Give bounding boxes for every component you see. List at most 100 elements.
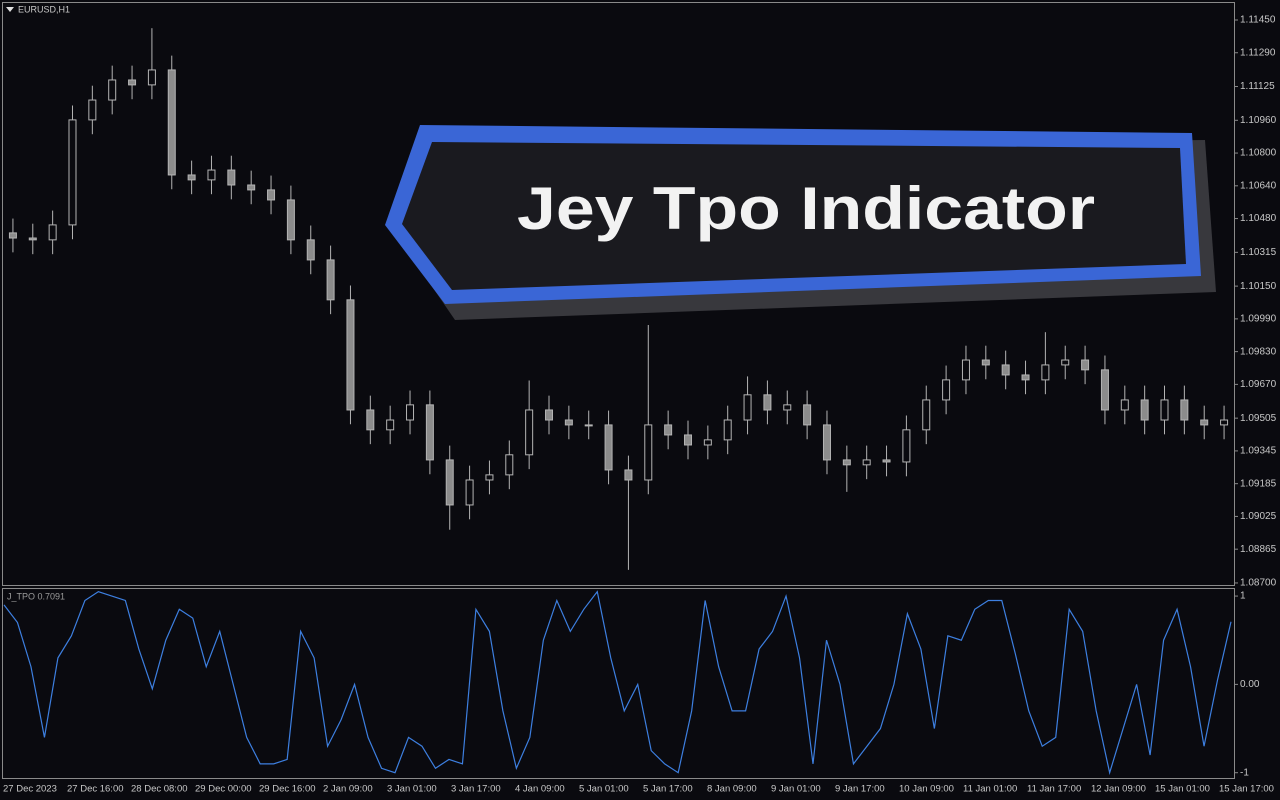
candle-body — [68, 119, 77, 226]
x-tick-label: 15 Jan 01:00 — [1155, 784, 1210, 795]
x-tick-label: 5 Jan 17:00 — [643, 784, 693, 795]
candle-body — [783, 404, 792, 411]
candle-body — [564, 419, 573, 426]
candle-body — [1140, 399, 1149, 421]
symbol-menu-arrow[interactable] — [6, 7, 14, 12]
y-tick-label: 1.10960 — [1240, 115, 1277, 126]
candle-body — [505, 454, 514, 476]
candle-body — [624, 469, 633, 481]
candle-body — [723, 419, 732, 441]
x-tick-label: 5 Jan 01:00 — [579, 784, 629, 795]
candle-body — [445, 459, 454, 506]
x-tick-label: 9 Jan 17:00 — [835, 784, 885, 795]
candle-body — [88, 99, 97, 121]
candle-body — [267, 189, 276, 201]
candle-body — [763, 394, 772, 411]
candle-body — [743, 394, 752, 421]
candle-body — [1081, 359, 1090, 371]
x-tick-label: 3 Jan 17:00 — [451, 784, 501, 795]
candle-body — [386, 419, 395, 431]
x-tick-label: 3 Jan 01:00 — [387, 784, 437, 795]
candle-body — [1160, 399, 1169, 421]
x-tick-label: 15 Jan 17:00 — [1219, 784, 1274, 795]
candle-body — [862, 459, 871, 466]
candle-body — [1100, 369, 1109, 411]
candle-body — [187, 174, 196, 181]
candle-body — [1200, 419, 1209, 426]
candle-body — [306, 239, 315, 261]
candle-body — [147, 69, 156, 86]
y-tick-label: 1.10800 — [1240, 148, 1277, 159]
y-tick-label: 1.08865 — [1240, 544, 1277, 555]
y-tick-label: 1.10640 — [1240, 180, 1277, 191]
x-tick-label: 29 Dec 16:00 — [259, 784, 316, 795]
candle-body — [525, 409, 534, 456]
candle-body — [942, 379, 951, 401]
candle-body — [1120, 399, 1129, 411]
candle-body — [167, 69, 176, 176]
y-tick-label: 1.11125 — [1240, 81, 1275, 92]
banner-text: Jey Tpo Indicator — [517, 175, 1095, 242]
candle-body — [922, 399, 931, 431]
y-tick-label: 1.11290 — [1240, 47, 1276, 58]
candle-body — [545, 409, 554, 421]
candle-body — [961, 359, 970, 381]
indicator-panel-frame — [2, 588, 1235, 779]
candle-body — [207, 169, 216, 181]
candle-body — [346, 299, 355, 411]
candle-body — [1220, 419, 1229, 426]
y-tick-label: 1.10315 — [1240, 247, 1277, 258]
candle-body — [1001, 364, 1010, 376]
candle-body — [1180, 399, 1189, 421]
y-tick-label: -1 — [1240, 767, 1249, 778]
y-tick-label: 1.09185 — [1240, 478, 1277, 489]
candle-body — [1041, 364, 1050, 381]
candle-body — [842, 459, 851, 466]
candle-body — [326, 259, 335, 301]
candle-body — [128, 79, 137, 86]
marks: 1.11450 1.11290 1.11125 1.10960 1.10800 1.106… — [3, 15, 1277, 795]
y-tick-label: 1.09830 — [1240, 346, 1277, 357]
indicator-title: J_TPO 0.7091 — [7, 591, 65, 601]
y-tick-label: 1.11450 — [1240, 15, 1276, 26]
candle-body — [703, 439, 712, 446]
candle-body — [584, 424, 593, 427]
candle-body — [803, 404, 812, 426]
candle-body — [227, 169, 236, 186]
x-tick-label: 10 Jan 09:00 — [899, 784, 954, 795]
candle-body — [981, 359, 990, 366]
x-tick-label: 12 Jan 09:00 — [1091, 784, 1146, 795]
candle-body — [286, 199, 295, 241]
y-tick-label: 1.10480 — [1240, 213, 1277, 224]
x-tick-label: 27 Dec 2023 — [3, 784, 57, 795]
candle-body — [1061, 359, 1070, 366]
candle-body — [644, 424, 653, 481]
candle-body — [485, 474, 494, 481]
candle-body — [822, 424, 831, 461]
x-tick-label: 9 Jan 01:00 — [771, 784, 821, 795]
candle-body — [1021, 374, 1030, 381]
candle-body — [406, 404, 415, 421]
x-tick-label: 8 Jan 09:00 — [707, 784, 757, 795]
y-tick-label: 1.09990 — [1240, 314, 1277, 325]
x-tick-label: 11 Jan 01:00 — [963, 784, 1017, 795]
x-tick-label: 4 Jan 09:00 — [515, 784, 565, 795]
x-tick-label: 29 Dec 00:00 — [195, 784, 252, 795]
main-panel-frame — [2, 2, 1235, 586]
y-tick-label: 1.09505 — [1240, 413, 1277, 424]
x-tick-label: 28 Dec 08:00 — [131, 784, 188, 795]
x-tick-label: 27 Dec 16:00 — [67, 784, 124, 795]
candle-body — [683, 434, 692, 446]
x-tick-label: 2 Jan 09:00 — [323, 784, 373, 795]
y-tick-label: 1 — [1240, 591, 1246, 602]
y-tick-label: 1.09670 — [1240, 379, 1277, 390]
banner-body — [402, 142, 1186, 290]
candle-body — [664, 424, 673, 436]
candle-body — [28, 237, 37, 241]
candle-body — [108, 79, 117, 101]
y-tick-label: 0.00 — [1240, 679, 1260, 690]
